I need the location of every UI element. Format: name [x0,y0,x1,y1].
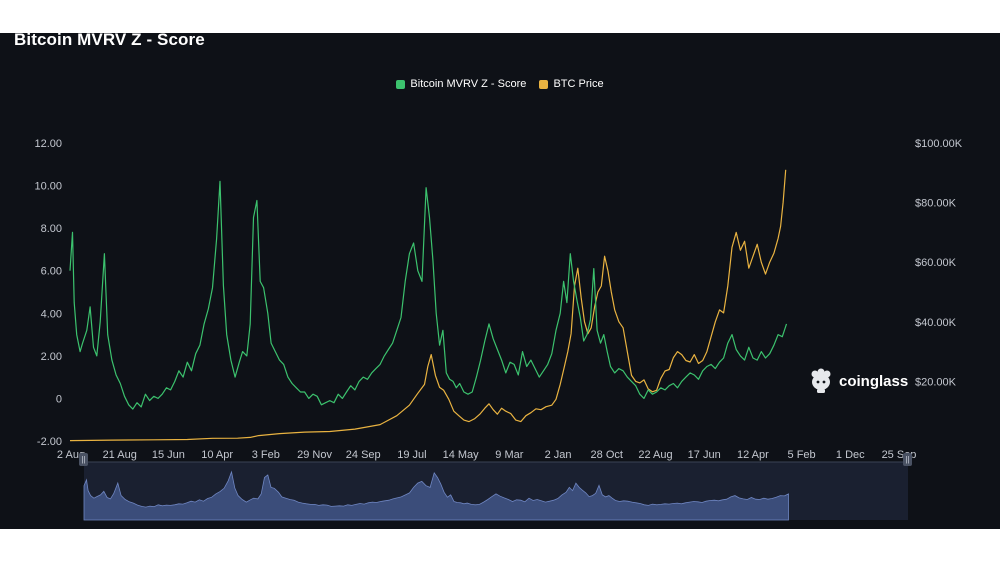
x-tick-label: 9 Mar [495,449,523,461]
navigator-series-area [83,470,789,521]
legend: Bitcoin MVRV Z - Score BTC Price [0,78,1000,92]
x-tick-label: 29 Nov [297,449,332,461]
y-left-tick-label: 12.00 [34,138,62,150]
legend-item-mvrv[interactable]: Bitcoin MVRV Z - Score [396,78,526,90]
navigator-right-handle[interactable]: || [903,453,912,466]
y-left-tick-label: 10.00 [34,181,62,193]
legend-label-mvrv: Bitcoin MVRV Z - Score [410,78,527,90]
y-right-tick-label: $60.00K [915,257,957,269]
x-tick-label: 2 Jan [545,449,572,461]
x-tick-label: 21 Aug [103,449,137,461]
x-tick-label: 1 Dec [836,449,865,461]
watermark-text: coinglass [839,372,909,390]
legend-item-btc-price[interactable]: BTC Price [539,78,604,90]
y-right-tick-label: $100.00K [915,138,963,150]
y-left-tick-label: 0 [56,393,62,405]
x-tick-label: 3 Feb [252,449,280,461]
x-tick-label: 5 Feb [788,449,816,461]
btc-price-line [69,169,787,442]
chart-panel [0,33,1000,529]
x-tick-label: 10 Apr [201,449,233,461]
x-tick-label: 28 Oct [591,449,623,461]
y-right-tick-label: $80.00K [915,198,957,210]
coinglass-logo-icon [811,368,831,393]
y-left-tick-label: 2.00 [41,351,62,363]
y-left-tick-label: 4.00 [41,308,62,320]
mvrv-zscore-line [69,180,788,410]
y-right-tick-label: $40.00K [915,317,957,329]
watermark: coinglass [808,368,908,394]
y-left-tick-label: -2.00 [37,436,62,448]
x-tick-label: 12 Apr [737,449,769,461]
y-left-tick-label: 6.00 [41,266,62,278]
x-tick-label: 22 Aug [638,449,672,461]
chart-title: Bitcoin MVRV Z - Score [14,30,205,49]
x-tick-label: 2 Aug [57,449,85,461]
legend-label-btc-price: BTC Price [553,78,604,90]
y-right-tick-label: $20.00K [915,376,957,388]
x-tick-label: 14 May [443,449,480,461]
navigator-left-handle[interactable]: || [79,453,88,466]
legend-swatch-btc-price [539,79,549,89]
x-tick-label: 17 Jun [688,449,721,461]
legend-swatch-mvrv [396,79,406,89]
x-tick-label: 19 Jul [397,449,426,461]
x-tick-label: 24 Sep [346,449,381,461]
x-tick-label: 15 Jun [152,449,185,461]
y-left-tick-label: 8.00 [41,223,62,235]
